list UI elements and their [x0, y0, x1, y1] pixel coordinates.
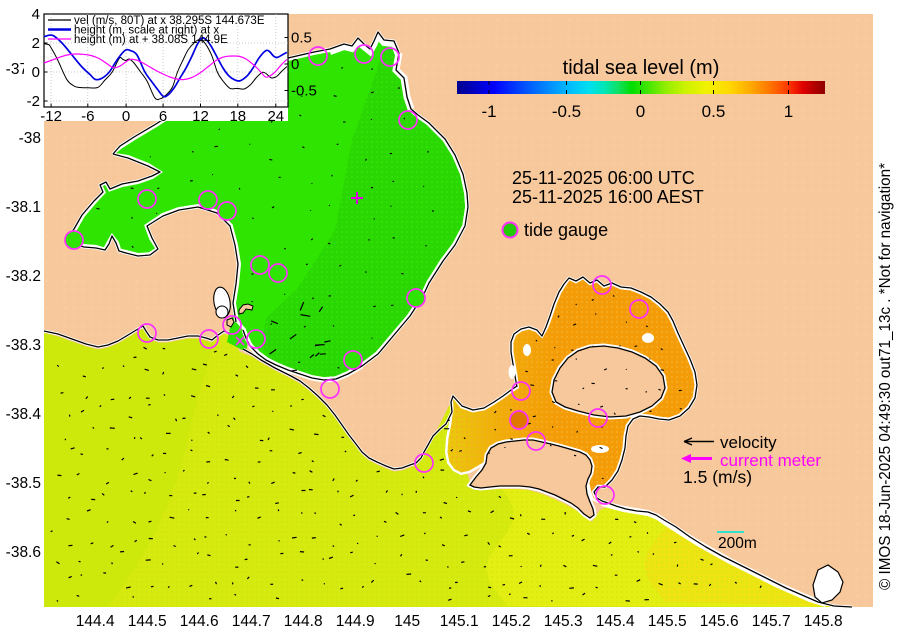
- svg-text:145.3: 145.3: [544, 613, 583, 630]
- svg-text:1.5 (m/s): 1.5 (m/s): [683, 467, 752, 487]
- svg-text:© IMOS 18-Jun-2025 04:49:30 ou: © IMOS 18-Jun-2025 04:49:30 out71_13c . …: [877, 163, 894, 590]
- svg-text:velocity: velocity: [720, 433, 777, 452]
- svg-text:144.4: 144.4: [76, 613, 115, 630]
- svg-text:200m: 200m: [718, 535, 757, 552]
- svg-text:-0.5: -0.5: [552, 102, 581, 121]
- svg-text:height (m, scale at right) at: height (m, scale at right) at x: [74, 25, 219, 37]
- svg-text:145.2: 145.2: [492, 613, 531, 630]
- svg-text:-1: -1: [481, 102, 496, 121]
- svg-text:-0.5: -0.5: [291, 83, 317, 100]
- svg-text:tidal sea level (m): tidal sea level (m): [563, 57, 720, 79]
- svg-text:145.5: 145.5: [648, 613, 687, 630]
- svg-text:144.9: 144.9: [336, 613, 375, 630]
- svg-text:144.6: 144.6: [180, 613, 219, 630]
- svg-text:144.5: 144.5: [128, 613, 167, 630]
- svg-text:18: 18: [229, 108, 246, 125]
- svg-text:-38: -38: [19, 130, 41, 147]
- svg-text:145.1: 145.1: [440, 613, 479, 630]
- svg-text:1: 1: [784, 102, 793, 121]
- svg-text:-6: -6: [81, 108, 94, 125]
- svg-text:-38.3: -38.3: [6, 337, 41, 354]
- svg-text:vel (m/s, 80T) at x 38.295S 14: vel (m/s, 80T) at x 38.295S 144.673E: [74, 15, 265, 27]
- svg-text:-38.1: -38.1: [6, 199, 41, 216]
- svg-text:-38.5: -38.5: [6, 475, 41, 492]
- svg-text:144.8: 144.8: [284, 613, 323, 630]
- svg-text:-38.2: -38.2: [6, 268, 41, 285]
- svg-text:-38.4: -38.4: [6, 406, 42, 423]
- svg-text:145.4: 145.4: [596, 613, 635, 630]
- svg-text:12: 12: [192, 108, 209, 125]
- svg-text:144.7: 144.7: [232, 613, 271, 630]
- svg-text:145.8: 145.8: [804, 613, 843, 630]
- svg-text:0.5: 0.5: [291, 30, 312, 47]
- svg-text:0: 0: [32, 64, 40, 81]
- svg-text:24: 24: [267, 108, 284, 125]
- svg-text:145.6: 145.6: [700, 613, 739, 630]
- svg-text:current meter: current meter: [720, 451, 821, 470]
- svg-text:-2: -2: [27, 93, 40, 110]
- svg-text:6: 6: [159, 108, 167, 125]
- svg-text:-12: -12: [40, 108, 62, 125]
- svg-text:tide gauge: tide gauge: [524, 220, 608, 240]
- svg-text:4: 4: [32, 6, 40, 23]
- svg-text:25-11-2025 16:00 AEST: 25-11-2025 16:00 AEST: [512, 187, 704, 207]
- svg-text:0.5: 0.5: [702, 102, 726, 121]
- svg-text:2: 2: [32, 35, 40, 52]
- svg-text:145: 145: [394, 613, 420, 630]
- svg-text:0: 0: [291, 56, 299, 73]
- svg-text:145.7: 145.7: [752, 613, 791, 630]
- svg-text:25-11-2025 06:00 UTC: 25-11-2025 06:00 UTC: [512, 168, 695, 188]
- svg-text:-38.6: -38.6: [6, 544, 41, 561]
- svg-text:height (m) at + 38.08S 144.9E: height (m) at + 38.08S 144.9E: [74, 34, 228, 46]
- svg-text:0: 0: [122, 108, 130, 125]
- svg-text:0: 0: [636, 102, 645, 121]
